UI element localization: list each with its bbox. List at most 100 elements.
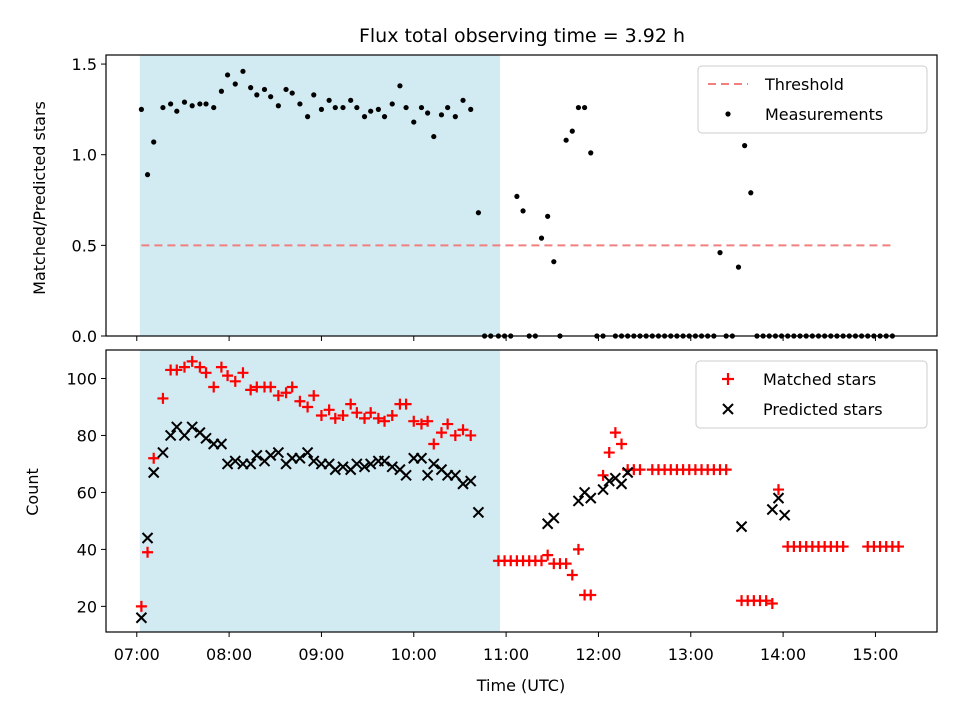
measurements-point [581, 104, 588, 111]
predicted-stars-point [229, 455, 241, 467]
measurements-point [289, 90, 295, 96]
measurements-point [361, 114, 368, 120]
measurements-point [445, 104, 451, 111]
matched-stars-point [465, 429, 477, 441]
predicted-stars-point [428, 458, 440, 470]
y-tick-label: 20 [77, 597, 97, 616]
measurements-point [283, 86, 289, 93]
predicted-stars-point [164, 429, 177, 442]
predicted-stars-point [735, 520, 748, 533]
matched-stars-point [449, 429, 461, 441]
bottom-panel-y-axis-label: Count [23, 468, 42, 516]
measurements-point [297, 101, 303, 107]
measurements-point [332, 104, 338, 111]
matched-stars-point [302, 401, 314, 413]
measurements-point [563, 137, 569, 143]
predicted-stars-point [186, 421, 198, 433]
measurements-point [181, 99, 188, 105]
measurements-point [748, 190, 754, 196]
matched-stars-point [345, 398, 357, 410]
matched-stars-point [315, 410, 327, 422]
measurements-point [197, 101, 203, 107]
matched-stars-point [616, 438, 628, 450]
predicted-stars-point [400, 469, 412, 482]
matched-stars-legend-label: Matched stars [763, 370, 876, 389]
y-tick-label: 0.5 [72, 236, 97, 255]
predicted-stars-point [378, 455, 391, 467]
measurements-legend-handle [725, 111, 731, 117]
x-tick-label: 14:00 [760, 645, 806, 664]
predicted-stars-point [147, 466, 160, 479]
matched-stars-point [135, 600, 147, 612]
matched-stars-point [194, 361, 206, 373]
y-tick-label: 80 [77, 426, 97, 445]
measurements-point [742, 143, 748, 149]
measurements-point [211, 104, 217, 111]
x-tick-label: 08:00 [206, 645, 252, 664]
predicted-stars-point [766, 503, 779, 516]
predicted-stars-point [135, 612, 148, 624]
x-tick-label: 13:00 [668, 645, 714, 664]
measurements-point [452, 114, 458, 120]
bottom-panel-markers [135, 355, 905, 624]
predicted-stars-point [329, 463, 342, 476]
measurements-point [189, 103, 195, 109]
bottom-panel-x-ticks: 07:00 08:00 09:00 10:00 11:00 12:00 13:00 14:00… [114, 632, 898, 664]
bottom-panel-frame [105, 349, 938, 633]
predicted-stars-point [364, 458, 377, 470]
measurements-point [468, 106, 474, 112]
top-panel-frame [105, 54, 938, 337]
chart-title: Flux total observing time = 3.92 h [359, 25, 685, 47]
measurements-point [354, 104, 360, 111]
measurements-point [240, 68, 246, 74]
matched-stars-point [386, 410, 398, 422]
matched-stars-point [442, 418, 454, 430]
predicted-stars-point [548, 512, 560, 524]
measurements-point [431, 133, 437, 140]
matched-stars-point [609, 427, 621, 439]
measurements-point [218, 88, 225, 94]
bottom-panel-y-ticks: 20 40 60 80 100 [66, 369, 106, 616]
matched-stars-point [200, 367, 212, 379]
measurements-point [569, 128, 575, 134]
top-panel-x-ticks [136, 336, 876, 341]
measurements-point [261, 86, 268, 93]
measurements-point [475, 210, 482, 216]
predicted-stars-legend-handle [722, 403, 734, 415]
measurements-point [411, 119, 417, 125]
matched-stars-point [215, 361, 227, 373]
matched-stars-point [186, 355, 198, 367]
predicted-stars-point [603, 475, 615, 487]
matched-stars-point [148, 452, 160, 464]
matched-stars-point [415, 418, 427, 430]
predicted-stars-point [244, 458, 257, 470]
x-tick-label: 12:00 [575, 645, 621, 664]
measurements-point [254, 92, 260, 98]
measurements-point [232, 81, 238, 87]
bottom-panel: 20 40 60 80 100 07:00 08:00 09:00 10:00 11:00 12:… [23, 349, 938, 695]
matched-stars-point [351, 407, 363, 419]
matched-stars-point [208, 381, 220, 393]
matched-stars-point [365, 407, 377, 419]
measurements-point [268, 94, 274, 100]
y-tick-label: 40 [77, 540, 97, 559]
matched-stars-point [603, 447, 615, 459]
predicted-stars-point [351, 458, 363, 470]
matched-stars-point [428, 438, 440, 450]
matched-stars-point [157, 392, 169, 404]
predicted-stars-point [772, 492, 785, 504]
measurements-point [575, 104, 582, 111]
top-legend-box [697, 65, 928, 134]
x-tick-label: 11:00 [483, 645, 529, 664]
measurements-point [538, 235, 545, 241]
matched-stars-point [720, 464, 732, 476]
measurements-point [375, 106, 381, 112]
measurements-point [403, 104, 409, 111]
predicted-stars-point [215, 438, 228, 450]
predicted-stars-point [465, 475, 477, 487]
matched-stars-point [294, 395, 306, 407]
predicted-stars-point [415, 452, 428, 464]
measurements-point [203, 101, 209, 107]
measurements-point [138, 106, 144, 112]
matched-stars-point [359, 412, 371, 424]
